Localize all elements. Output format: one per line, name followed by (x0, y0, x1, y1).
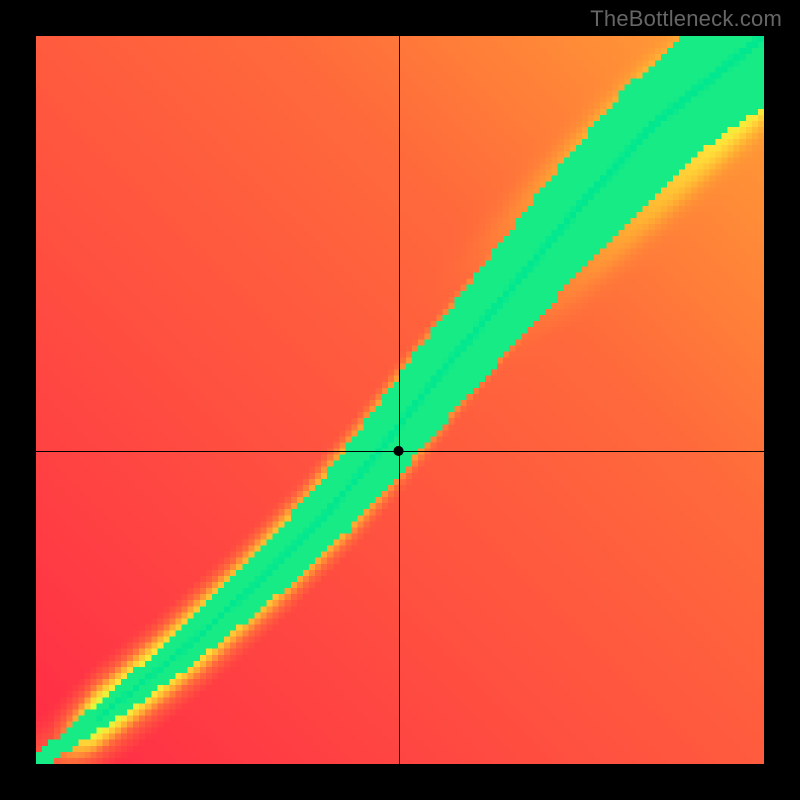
watermark-label: TheBottleneck.com (590, 6, 782, 32)
chart-root: TheBottleneck.com (0, 0, 800, 800)
overlay-canvas (36, 36, 764, 764)
